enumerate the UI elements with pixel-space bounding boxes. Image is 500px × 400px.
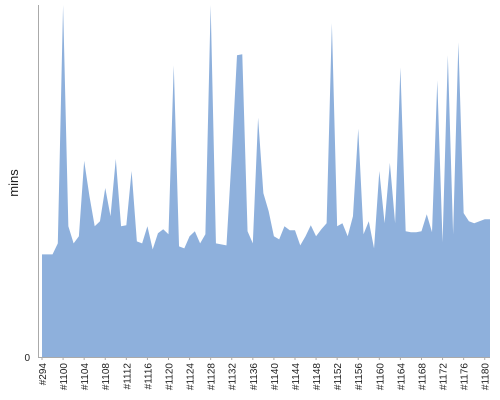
x-tick-label: #1104 [80,363,91,391]
x-tick-label: #1168 [417,363,428,391]
y-axis-label: mins [6,169,21,197]
x-tick-label: #1112 [122,363,133,390]
x-tick-label: #1116 [143,363,154,390]
x-tick-label: #1164 [396,363,407,391]
x-tick-label: #1160 [375,363,386,391]
x-tick-label: #1152 [333,363,344,391]
y-tick-label: 0 [24,353,30,364]
x-tick-label: #1100 [59,363,70,391]
x-tick-label: #1124 [186,363,197,391]
plot-area [42,5,490,357]
x-tick-label: #1136 [249,363,260,391]
x-tick-label: #1144 [291,363,302,391]
x-tick-label: #1156 [354,363,365,391]
x-tick-label: #1108 [101,363,112,391]
x-tick-label: #1172 [439,363,450,391]
x-tick-label: #294 [38,363,49,386]
x-tick-label: #1176 [460,363,471,391]
series-area [42,5,490,357]
x-tick-label: #1132 [228,363,239,391]
y-axis: mins 0 [6,169,30,364]
x-tick-label: #1128 [207,363,218,391]
x-tick-label: #1140 [270,363,281,391]
x-tick-label: #1180 [481,363,492,391]
x-axis: #294 #1100 #1104 #1108 #1112 #1116 #1120 #1124 #… [38,357,492,390]
x-tick-label: #1120 [164,363,175,391]
x-tick-label: #1148 [312,363,323,391]
